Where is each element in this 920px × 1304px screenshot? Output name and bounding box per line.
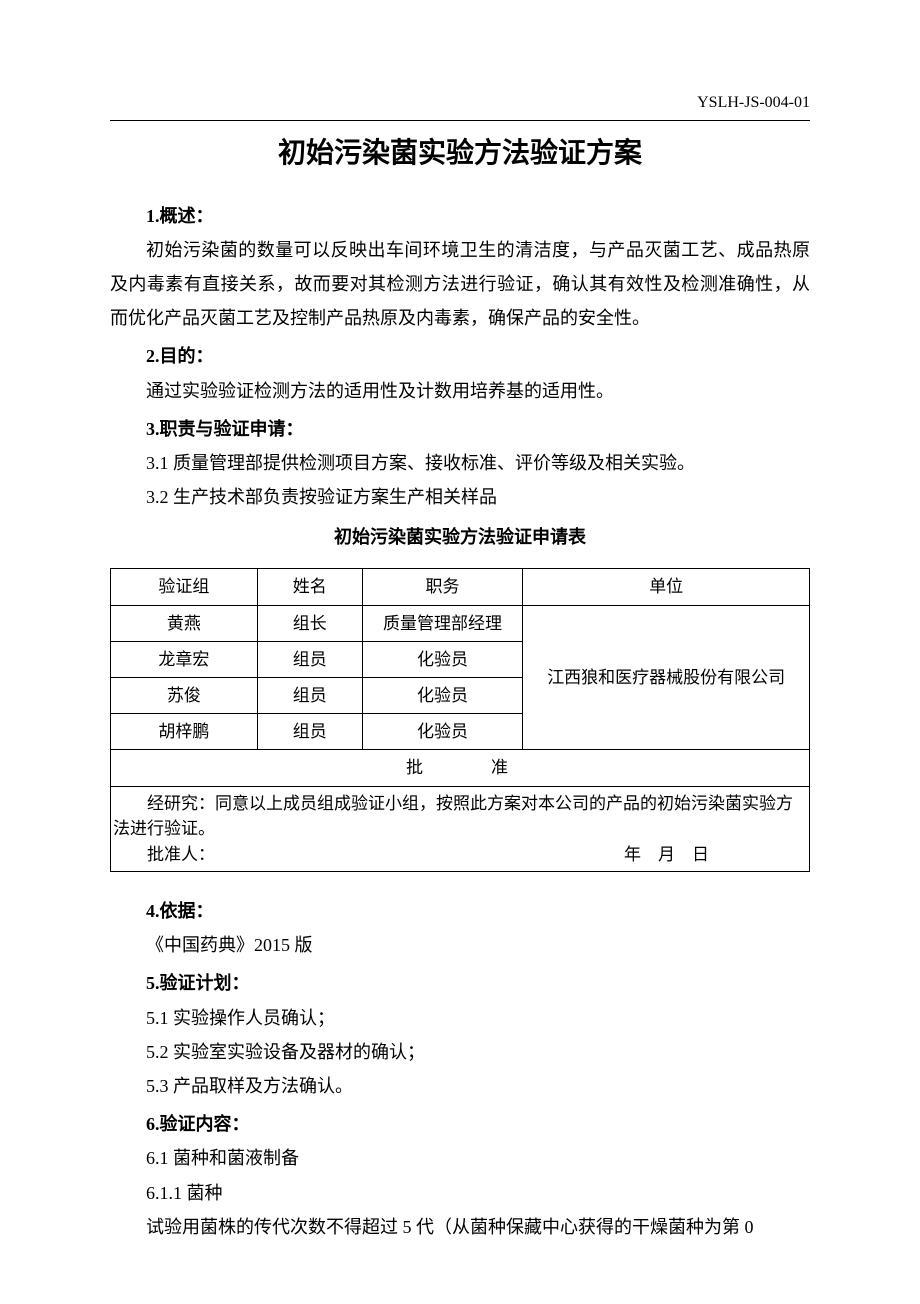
table-cell-position: 化验员: [362, 714, 523, 750]
section-5-item-2: 5.2 实验室实验设备及器材的确认；: [110, 1035, 810, 1069]
table-cell-name: 苏俊: [111, 678, 258, 714]
section-5-item-1: 5.1 实验操作人员确认；: [110, 1001, 810, 1035]
section-6-heading: 6.验证内容：: [110, 1107, 810, 1141]
table-header-row: 验证组 姓名 职务 单位: [111, 569, 810, 605]
section-5-heading: 5.验证计划：: [110, 966, 810, 1000]
table-cell-company: 江西狼和医疗器械股份有限公司: [523, 605, 810, 750]
section-6-item-1-1: 6.1.1 菌种: [110, 1176, 810, 1210]
section-4-text: 《中国药典》2015 版: [110, 928, 810, 962]
section-6-item-1-1-text: 试验用菌株的传代次数不得超过 5 代（从菌种保藏中心获得的干燥菌种为第 0: [110, 1210, 810, 1244]
table-cell-role: 组员: [257, 714, 362, 750]
section-3-item-1: 3.1 质量管理部提供检测项目方案、接收标准、评价等级及相关实验。: [110, 446, 810, 480]
section-1-text: 初始污染菌的数量可以反映出车间环境卫生的清洁度，与产品灭菌工艺、成品热原及内毒素…: [110, 233, 810, 336]
table-header-cell: 单位: [523, 569, 810, 605]
section-2-text: 通过实验验证检测方法的适用性及计数用培养基的适用性。: [110, 374, 810, 408]
table-cell-position: 化验员: [362, 641, 523, 677]
approval-header-cell: 批准: [111, 750, 810, 786]
table-cell-role: 组长: [257, 605, 362, 641]
table-cell-name: 胡梓鹏: [111, 714, 258, 750]
section-3-item-2: 3.2 生产技术部负责按验证方案生产相关样品: [110, 480, 810, 514]
section-4-heading: 4.依据：: [110, 894, 810, 928]
section-5-item-3: 5.3 产品取样及方法确认。: [110, 1069, 810, 1103]
table-header-cell: 验证组: [111, 569, 258, 605]
document-title: 初始污染菌实验方法验证方案: [110, 127, 810, 180]
table-header-cell: 职务: [362, 569, 523, 605]
table-cell-name: 黄燕: [111, 605, 258, 641]
document-code: YSLH-JS-004-01: [110, 88, 810, 121]
approval-date: 年 月 日: [624, 842, 799, 868]
table-title: 初始污染菌实验方法验证申请表: [110, 520, 810, 554]
table-cell-position: 质量管理部经理: [362, 605, 523, 641]
approval-body-row: 经研究：同意以上成员组成验证小组，按照此方案对本公司的产品的初始污染菌实验方法进…: [111, 786, 810, 872]
verification-application-table: 验证组 姓名 职务 单位 黄燕 组长 质量管理部经理 江西狼和医疗器械股份有限公…: [110, 568, 810, 872]
section-2-heading: 2.目的：: [110, 339, 810, 373]
table-header-cell: 姓名: [257, 569, 362, 605]
approval-header-row: 批准: [111, 750, 810, 786]
approval-body-cell: 经研究：同意以上成员组成验证小组，按照此方案对本公司的产品的初始污染菌实验方法进…: [111, 786, 810, 872]
approver-label: 批准人：: [113, 842, 215, 868]
table-cell-role: 组员: [257, 678, 362, 714]
section-3-heading: 3.职责与验证申请：: [110, 412, 810, 446]
table-cell-position: 化验员: [362, 678, 523, 714]
table-row: 黄燕 组长 质量管理部经理 江西狼和医疗器械股份有限公司: [111, 605, 810, 641]
section-6-item-1: 6.1 菌种和菌液制备: [110, 1141, 810, 1175]
section-1-heading: 1.概述：: [110, 199, 810, 233]
table-cell-role: 组员: [257, 641, 362, 677]
table-cell-name: 龙章宏: [111, 641, 258, 677]
approval-text: 经研究：同意以上成员组成验证小组，按照此方案对本公司的产品的初始污染菌实验方法进…: [113, 791, 799, 842]
